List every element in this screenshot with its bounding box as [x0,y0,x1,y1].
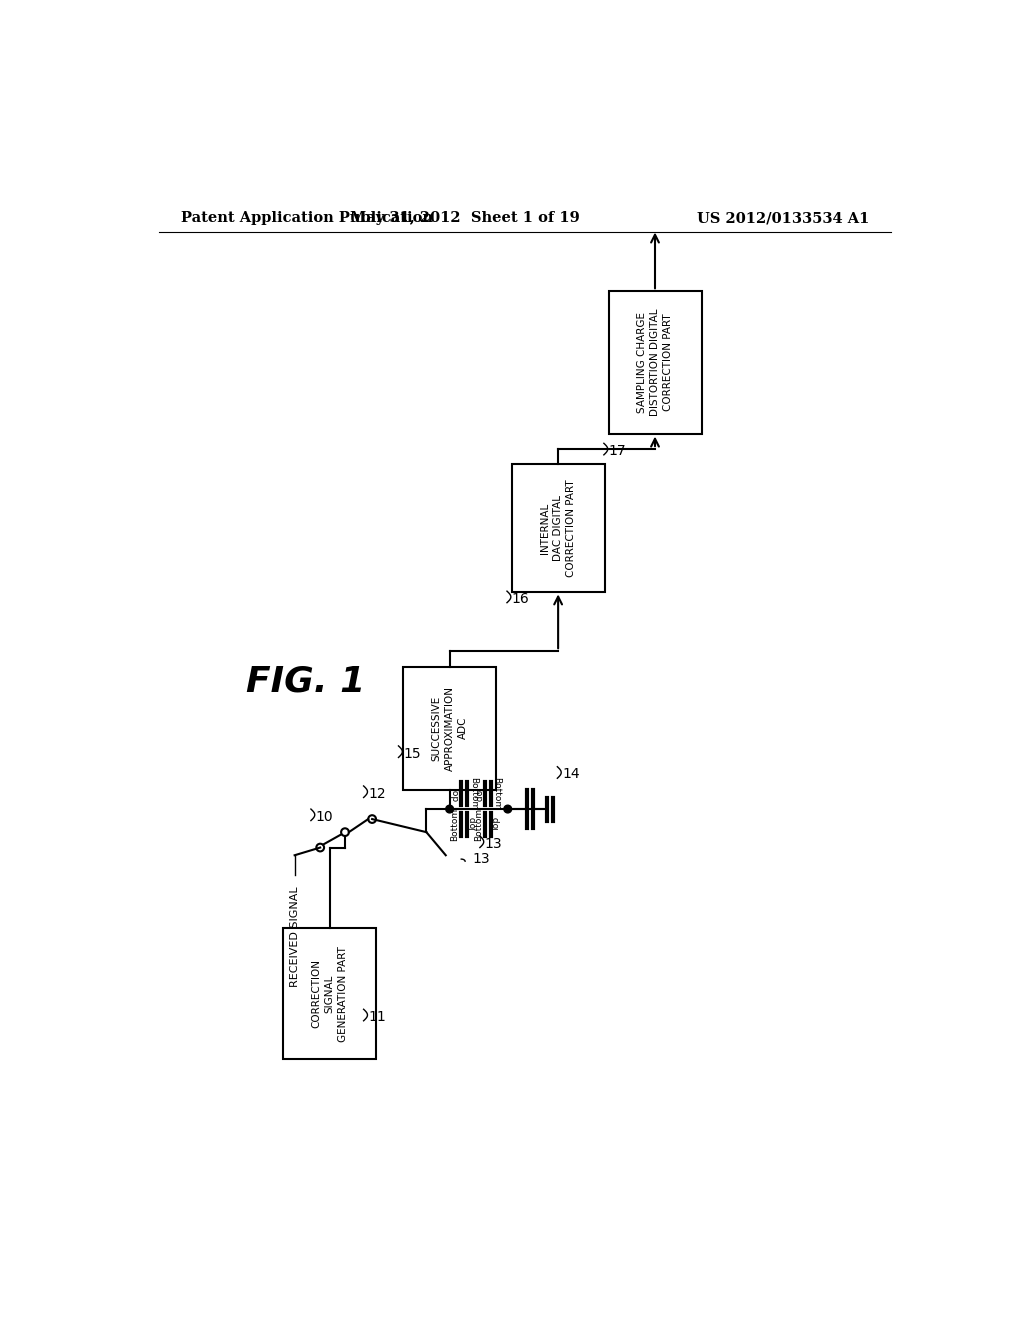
Text: 16: 16 [512,591,529,606]
Text: May 31, 2012  Sheet 1 of 19: May 31, 2012 Sheet 1 of 19 [350,211,580,226]
Text: US 2012/0133534 A1: US 2012/0133534 A1 [696,211,869,226]
Bar [608,292,701,434]
Text: 17: 17 [608,444,626,458]
Text: 13: 13 [484,837,502,850]
Bar [283,928,376,1059]
Text: Patent Application Publication: Patent Application Publication [180,211,433,226]
Text: Bottom: Bottom [474,808,482,841]
Text: RECEIVED SIGNAL: RECEIVED SIGNAL [290,886,300,986]
Text: Bottom: Bottom [469,777,478,810]
Text: Top: Top [474,787,482,801]
Text: SAMPLING CHARGE
DISTORTION DIGITAL
CORRECTION PART: SAMPLING CHARGE DISTORTION DIGITAL CORRE… [637,309,673,416]
Bar [512,465,604,591]
Text: Top: Top [469,817,478,832]
Text: 14: 14 [562,767,580,781]
Text: SUCCESSIVE
APPROXIMATION
ADC: SUCCESSIVE APPROXIMATION ADC [431,685,468,771]
Bar [403,667,496,789]
Text: 12: 12 [369,787,386,801]
Text: 15: 15 [403,747,421,760]
Text: 13: 13 [473,853,490,866]
Text: Top: Top [451,787,460,801]
Text: 10: 10 [315,809,333,824]
Text: CORRECTION
SIGNAL
GENERATION PART: CORRECTION SIGNAL GENERATION PART [311,946,348,1041]
Text: Bottom: Bottom [451,808,460,841]
Circle shape [445,805,454,813]
Text: Top: Top [493,817,502,832]
Circle shape [504,805,512,813]
Text: Bottom: Bottom [493,777,502,810]
Text: FIG. 1: FIG. 1 [246,665,365,700]
Text: 11: 11 [369,1010,386,1024]
Text: INTERNAL
DAC DIGITAL
CORRECTION PART: INTERNAL DAC DIGITAL CORRECTION PART [540,479,577,577]
